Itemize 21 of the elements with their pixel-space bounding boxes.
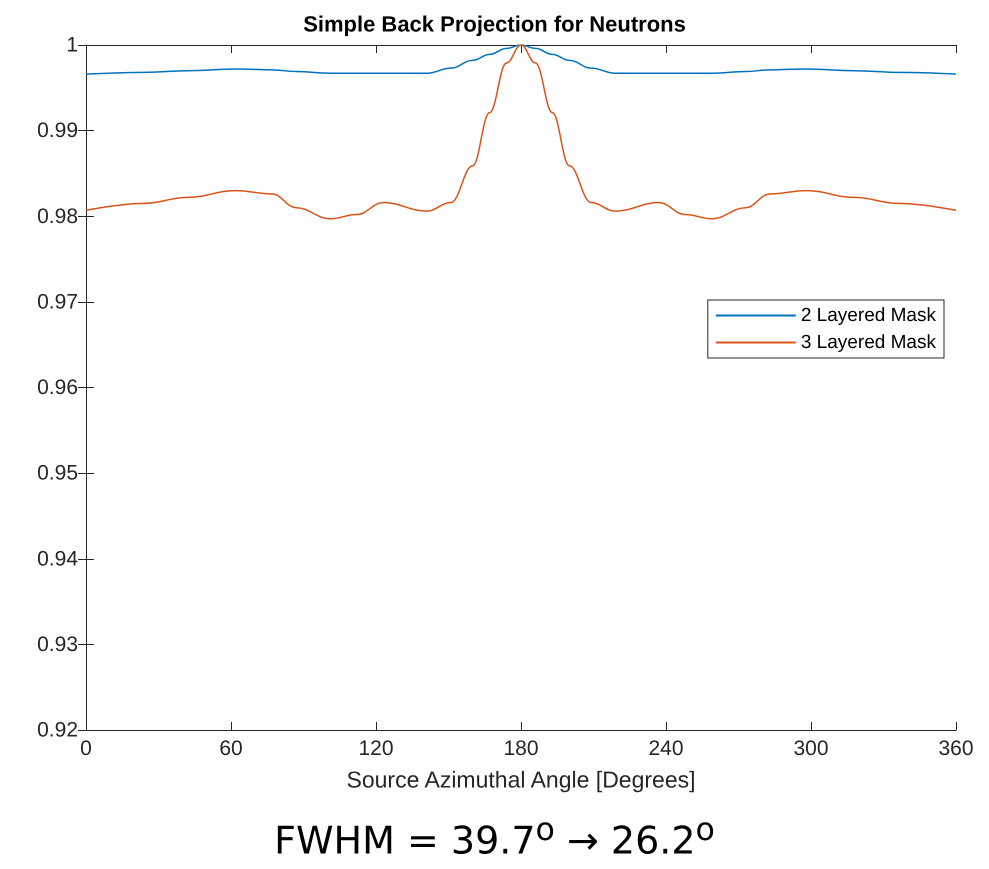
y-tick-label: 0.98 — [37, 204, 78, 228]
y-tick-label: 1 — [66, 34, 78, 56]
x-tick-label: 240 — [648, 737, 684, 760]
y-tick-label: 0.97 — [37, 290, 78, 314]
x-tick-label: 60 — [219, 737, 243, 760]
x-tick-label: 120 — [358, 737, 394, 760]
y-tick-label: 0.99 — [37, 119, 78, 142]
x-axis-title: Source Azimuthal Angle [Degrees] — [346, 766, 696, 792]
legend-label: 2 Layered Mask — [800, 305, 936, 326]
chart-title: Simple Back Projection for Neutrons — [303, 12, 686, 36]
x-tick-label: 0 — [80, 737, 92, 760]
y-tick-label: 0.95 — [37, 462, 78, 485]
text: FWHM = 39.7$^{o}$ → 26.2$^{o}$ — [273, 812, 716, 863]
y-tick-label: 0.94 — [37, 547, 78, 570]
legend-label: 3 Layered Mask — [800, 332, 936, 353]
x-tick-label: 360 — [938, 737, 974, 760]
x-tick-label: 300 — [793, 737, 829, 760]
y-tick-label: 0.93 — [37, 632, 78, 656]
y-tick-label: 0.92 — [37, 718, 78, 742]
y-tick-label: 0.96 — [37, 376, 78, 399]
x-tick-label: 180 — [503, 737, 539, 760]
